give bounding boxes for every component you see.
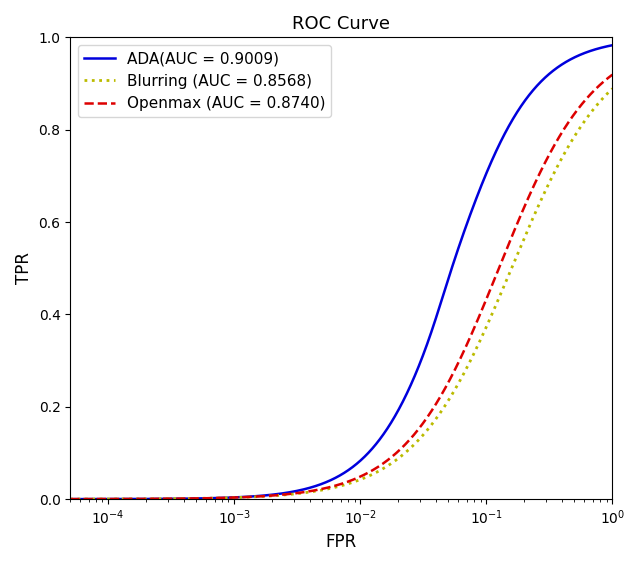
X-axis label: FPR: FPR	[326, 533, 357, 551]
ADA(AUC = 0.9009)	[247, 493, 255, 500]
Blurring (AUC = 0.8568)	[596, 98, 604, 105]
Blurring (AUC = 0.8568)	[220, 495, 228, 501]
Openmax (AUC = 0.8740)	[247, 494, 255, 500]
ADA(AUC = 0.9009)	[50, 496, 58, 503]
Line: ADA(AUC = 0.9009): ADA(AUC = 0.9009)	[0, 45, 612, 499]
Line: Blurring (AUC = 0.8568): Blurring (AUC = 0.8568)	[0, 89, 612, 499]
Blurring (AUC = 0.8568)	[88, 496, 95, 503]
Blurring (AUC = 0.8568)	[50, 496, 58, 503]
Legend: ADA(AUC = 0.9009), Blurring (AUC = 0.8568), Openmax (AUC = 0.8740): ADA(AUC = 0.9009), Blurring (AUC = 0.856…	[78, 45, 332, 118]
Blurring (AUC = 0.8568)	[247, 494, 255, 500]
Openmax (AUC = 0.8740)	[220, 495, 228, 501]
ADA(AUC = 0.9009)	[88, 496, 95, 503]
Y-axis label: TPR: TPR	[15, 252, 33, 284]
Blurring (AUC = 0.8568)	[609, 85, 616, 92]
Title: ROC Curve: ROC Curve	[292, 15, 390, 33]
ADA(AUC = 0.9009)	[220, 495, 228, 501]
Line: Openmax (AUC = 0.8740): Openmax (AUC = 0.8740)	[0, 75, 612, 499]
Openmax (AUC = 0.8740)	[50, 496, 58, 503]
ADA(AUC = 0.9009)	[596, 45, 604, 52]
Openmax (AUC = 0.8740)	[528, 186, 536, 193]
Openmax (AUC = 0.8740)	[596, 82, 604, 88]
Blurring (AUC = 0.8568)	[528, 217, 536, 224]
Openmax (AUC = 0.8740)	[88, 496, 95, 503]
Openmax (AUC = 0.8740)	[609, 71, 616, 78]
ADA(AUC = 0.9009)	[528, 88, 536, 95]
ADA(AUC = 0.9009)	[609, 42, 616, 49]
